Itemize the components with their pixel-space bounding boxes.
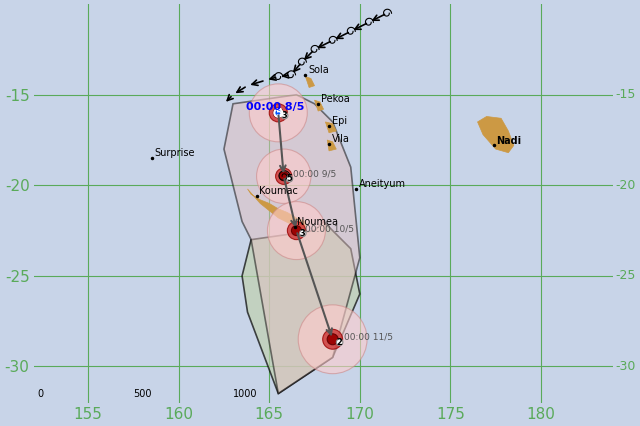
Circle shape: [298, 305, 367, 374]
Circle shape: [282, 112, 288, 119]
Circle shape: [257, 149, 311, 204]
Text: Koumac: Koumac: [259, 186, 298, 196]
Circle shape: [327, 334, 338, 345]
Circle shape: [279, 172, 288, 181]
Text: Sola: Sola: [308, 65, 329, 75]
Polygon shape: [314, 100, 324, 111]
Circle shape: [269, 104, 287, 122]
Text: 1000: 1000: [233, 389, 257, 399]
Text: -30: -30: [615, 360, 636, 373]
Circle shape: [287, 222, 305, 240]
Text: 00:00 9/5: 00:00 9/5: [292, 170, 336, 179]
Circle shape: [275, 109, 282, 117]
Circle shape: [323, 329, 342, 349]
Text: Vila: Vila: [332, 134, 349, 144]
Circle shape: [337, 339, 343, 345]
Text: 500: 500: [133, 389, 152, 399]
Text: Nadi: Nadi: [497, 135, 522, 146]
Text: Noumea: Noumea: [298, 217, 339, 227]
Polygon shape: [327, 140, 336, 151]
Text: -20: -20: [615, 179, 636, 192]
Circle shape: [268, 201, 325, 259]
Circle shape: [291, 226, 301, 236]
Text: Pekoa: Pekoa: [321, 94, 349, 104]
Polygon shape: [248, 189, 305, 230]
Text: Aneityum: Aneityum: [359, 179, 406, 189]
Circle shape: [286, 176, 292, 182]
Circle shape: [273, 108, 284, 118]
Text: 5: 5: [287, 174, 292, 183]
Text: 0: 0: [37, 389, 44, 399]
Circle shape: [250, 84, 307, 142]
Text: 2: 2: [337, 338, 342, 347]
Text: 3: 3: [282, 111, 287, 120]
Text: -25: -25: [615, 269, 636, 282]
Circle shape: [276, 168, 292, 184]
Text: Surprise: Surprise: [154, 148, 195, 158]
Polygon shape: [325, 122, 336, 133]
Text: 00:00 8/5: 00:00 8/5: [246, 102, 304, 112]
Polygon shape: [477, 116, 514, 153]
Text: 3: 3: [300, 229, 306, 238]
Text: Epi: Epi: [332, 116, 347, 126]
Text: 5: 5: [275, 108, 282, 118]
Circle shape: [300, 230, 306, 236]
Polygon shape: [224, 95, 360, 394]
Polygon shape: [242, 222, 360, 394]
Polygon shape: [305, 77, 314, 87]
Text: 00:00 10/5: 00:00 10/5: [305, 224, 355, 233]
Text: 00:00 11/5: 00:00 11/5: [344, 333, 392, 342]
Text: -15: -15: [615, 88, 636, 101]
